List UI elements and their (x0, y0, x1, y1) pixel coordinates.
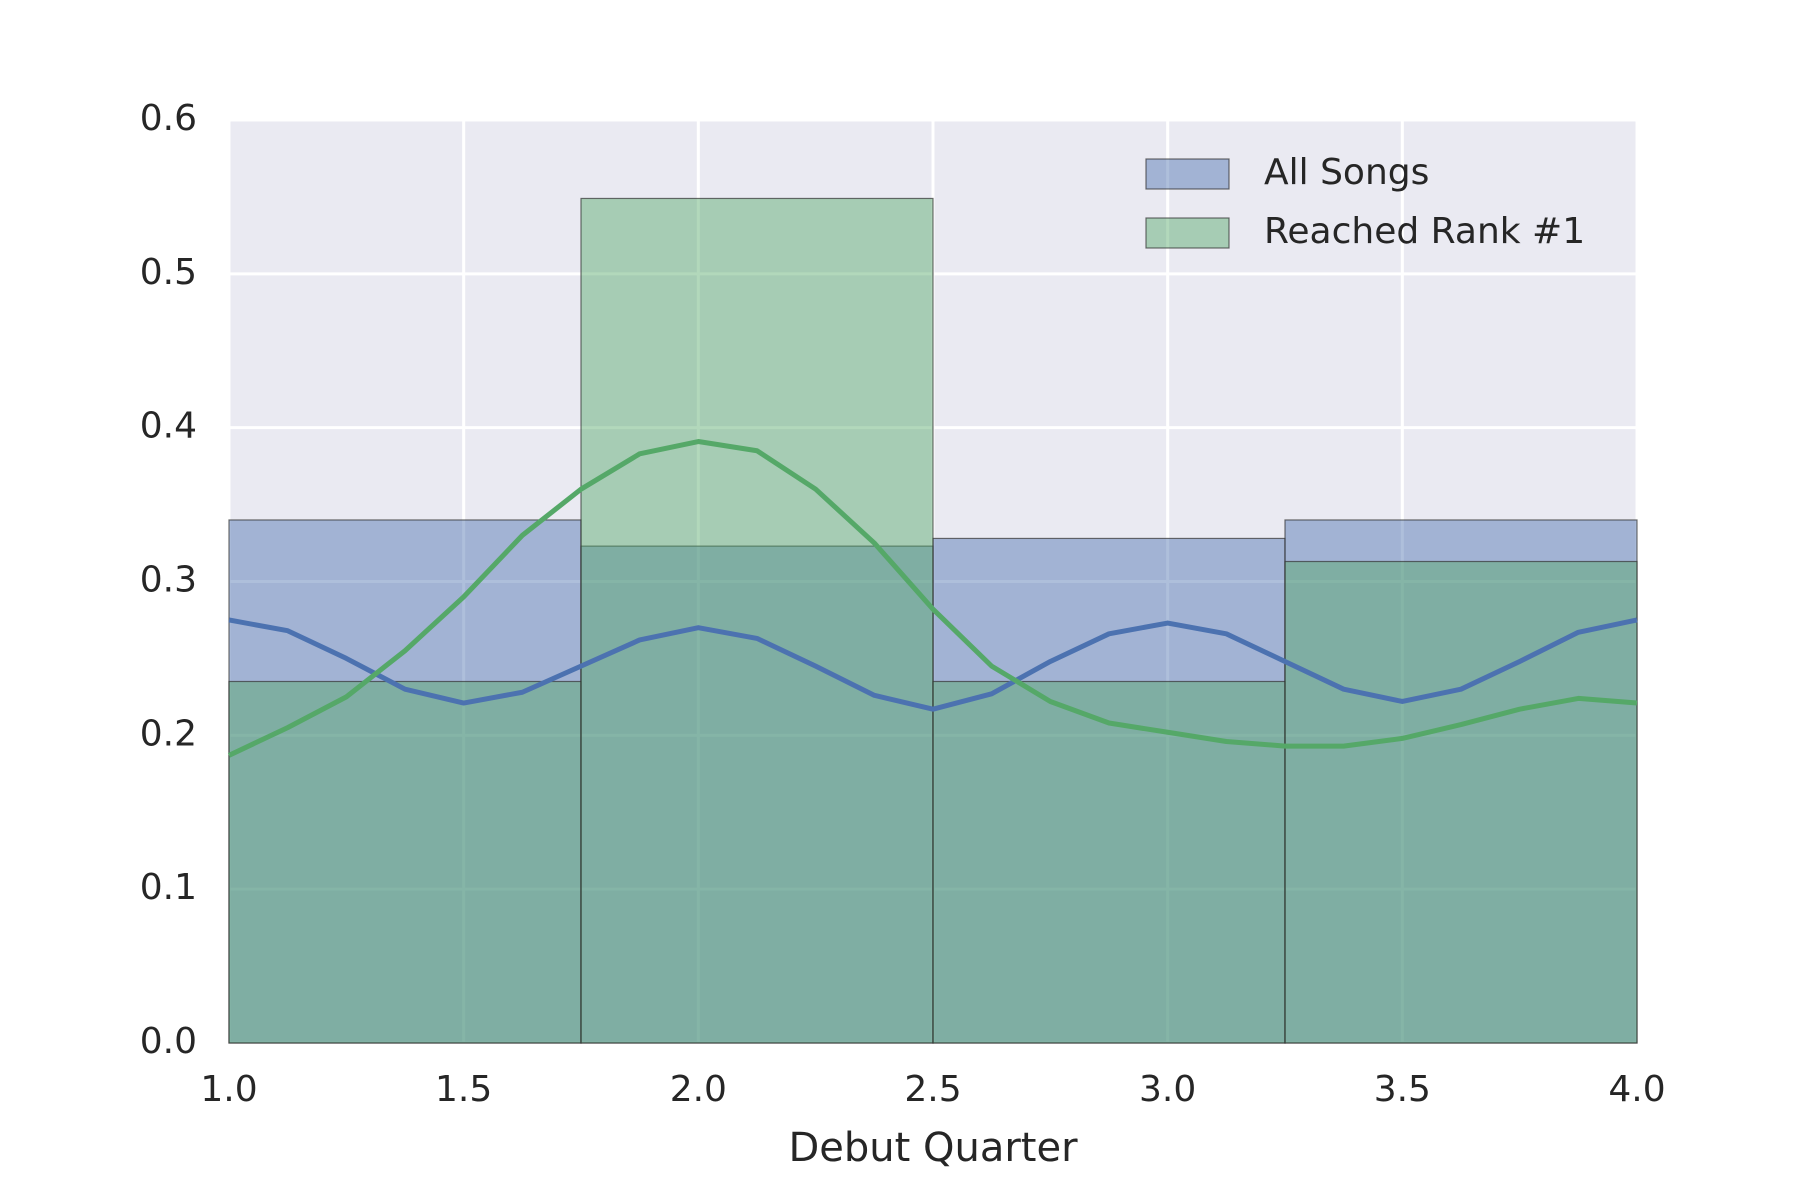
histogram-bar (932, 680, 1286, 1044)
legend-swatch (1145, 158, 1230, 190)
legend-label: All Songs (1264, 152, 1429, 193)
x-tick-label: 3.5 (1374, 1069, 1431, 1110)
histogram-bar (228, 519, 582, 1044)
histogram-bar (1284, 519, 1638, 1044)
y-tick-label: 0.3 (140, 560, 197, 601)
x-tick-label: 2.5 (904, 1069, 961, 1110)
y-tick-label: 0.2 (140, 713, 197, 754)
y-tick-label: 0.4 (140, 406, 197, 447)
legend-swatch (1145, 217, 1230, 249)
y-tick-label: 0.1 (140, 867, 197, 908)
x-tick-label: 3.0 (1139, 1069, 1196, 1110)
y-tick-label: 0.5 (140, 252, 197, 293)
x-tick-label: 2.0 (670, 1069, 727, 1110)
histogram-bar (1284, 560, 1638, 1044)
y-tick-label: 0.0 (140, 1021, 197, 1062)
x-axis-label: Debut Quarter (788, 1125, 1078, 1171)
x-tick-label: 1.5 (435, 1069, 492, 1110)
legend-label: Reached Rank #1 (1264, 211, 1585, 252)
histogram-bar (228, 680, 582, 1044)
histogram-bar (580, 197, 934, 1044)
kde-line (227, 439, 1638, 758)
kde-line (228, 617, 1638, 712)
x-tick-label: 1.0 (200, 1069, 257, 1110)
histogram-bar (932, 537, 1286, 1044)
y-tick-label: 0.6 (140, 98, 197, 139)
x-tick-label: 4.0 (1608, 1069, 1665, 1110)
